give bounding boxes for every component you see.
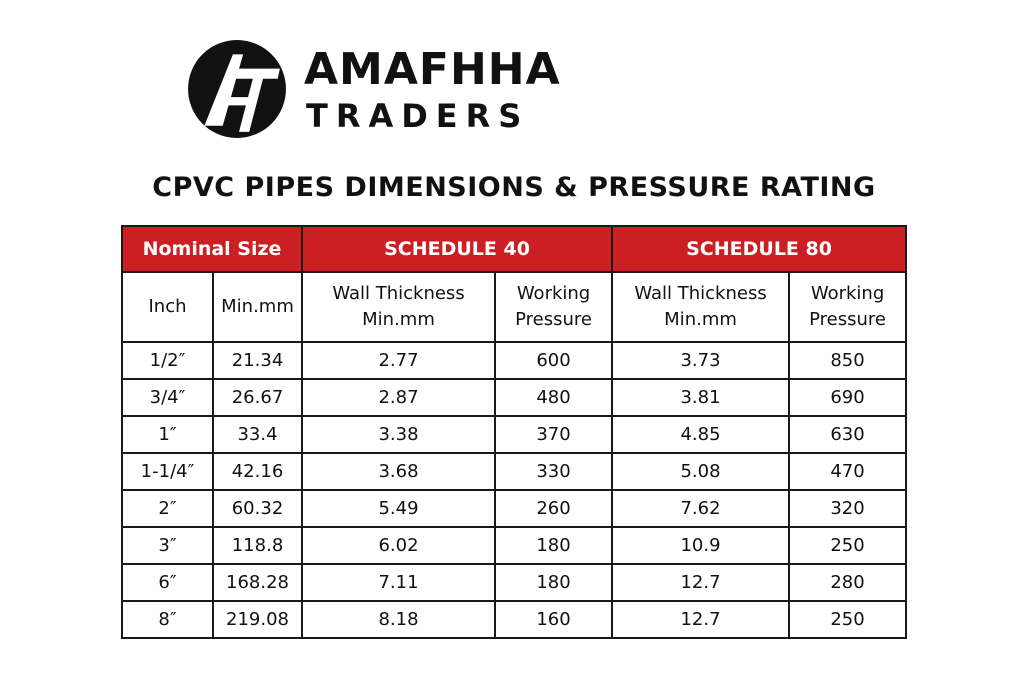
table-row: 1/2″ 21.34 2.77 600 3.73 850 [121, 341, 908, 380]
table-row: 3/4″ 26.67 2.87 480 3.81 690 [121, 378, 908, 417]
cell-s40-pressure: 160 [494, 600, 614, 639]
cell-s80-wall: 12.7 [611, 600, 791, 639]
cell-s80-pressure: 250 [788, 526, 908, 565]
pipe-spec-table: Nominal Size SCHEDULE 40 SCHEDULE 80 Inc… [120, 225, 908, 639]
table-row: 1-1/4″ 42.16 3.68 330 5.08 470 [121, 452, 908, 491]
cell-s40-wall: 8.18 [301, 600, 497, 639]
cell-min-mm: 219.08 [211, 600, 304, 639]
cell-s80-wall: 4.85 [611, 415, 791, 454]
cell-inch: 1-1/4″ [121, 452, 214, 491]
cell-s40-pressure: 480 [494, 378, 614, 417]
brand-name: AMAFHHA [304, 44, 561, 95]
cell-min-mm: 168.28 [211, 563, 304, 602]
cell-s80-wall: 7.62 [611, 489, 791, 528]
cell-s40-pressure: 600 [494, 341, 614, 380]
table-row: 8″ 219.08 8.18 160 12.7 250 [121, 600, 908, 639]
cell-s40-wall: 7.11 [301, 563, 497, 602]
cell-inch: 6″ [121, 563, 214, 602]
cell-min-mm: 42.16 [211, 452, 304, 491]
header-schedule-80: SCHEDULE 80 [611, 225, 908, 273]
cell-s40-pressure: 180 [494, 563, 614, 602]
page-title: CPVC PIPES DIMENSIONS & PRESSURE RATING [152, 172, 876, 203]
cell-inch: 2″ [121, 489, 214, 528]
cell-s80-wall: 12.7 [611, 563, 791, 602]
cell-min-mm: 21.34 [211, 341, 304, 380]
cell-s80-wall: 5.08 [611, 452, 791, 491]
brand-logo-icon [188, 40, 286, 138]
cell-s80-pressure: 470 [788, 452, 908, 491]
cell-min-mm: 118.8 [211, 526, 304, 565]
table-row: 3″ 118.8 6.02 180 10.9 250 [121, 526, 908, 565]
table-row: 1″ 33.4 3.38 370 4.85 630 [121, 415, 908, 454]
cell-s80-pressure: 280 [788, 563, 908, 602]
header-nominal-size: Nominal Size [120, 225, 304, 273]
cell-s40-wall: 3.68 [301, 452, 497, 491]
cell-s80-wall: 3.81 [611, 378, 791, 417]
cell-min-mm: 33.4 [211, 415, 304, 454]
cell-min-mm: 60.32 [211, 489, 304, 528]
cell-s80-pressure: 250 [788, 600, 908, 639]
table-row: 6″ 168.28 7.11 180 12.7 280 [121, 563, 908, 602]
cell-s40-wall: 6.02 [301, 526, 497, 565]
cell-s80-pressure: 630 [788, 415, 908, 454]
cell-s40-pressure: 260 [494, 489, 614, 528]
brand-subname: TRADERS [306, 97, 530, 135]
cell-inch: 8″ [121, 600, 214, 639]
cell-s80-wall: 10.9 [611, 526, 791, 565]
cell-inch: 1″ [121, 415, 214, 454]
table-row: 2″ 60.32 5.49 260 7.62 320 [121, 489, 908, 528]
cell-s40-wall: 3.38 [301, 415, 497, 454]
sub-header-row: Inch Min.mm Wall Thickness Min.mm Working… [121, 271, 908, 343]
group-header-row: Nominal Size SCHEDULE 40 SCHEDULE 80 [120, 225, 908, 273]
cell-s40-pressure: 330 [494, 452, 614, 491]
cell-s80-pressure: 320 [788, 489, 908, 528]
subheader-s80-wall-thickness: Wall Thickness Min.mm [611, 271, 791, 343]
subheader-s40-wall-thickness: Wall Thickness Min.mm [301, 271, 497, 343]
cell-s40-pressure: 370 [494, 415, 614, 454]
cell-s40-pressure: 180 [494, 526, 614, 565]
cell-s80-pressure: 690 [788, 378, 908, 417]
cell-s40-wall: 5.49 [301, 489, 497, 528]
cell-s40-wall: 2.87 [301, 378, 497, 417]
cell-inch: 1/2″ [121, 341, 214, 380]
cell-s40-wall: 2.77 [301, 341, 497, 380]
cell-inch: 3/4″ [121, 378, 214, 417]
cell-s80-wall: 3.73 [611, 341, 791, 380]
cell-min-mm: 26.67 [211, 378, 304, 417]
subheader-s80-working-pressure: Working Pressure [788, 271, 908, 343]
cell-inch: 3″ [121, 526, 214, 565]
header-schedule-40: SCHEDULE 40 [301, 225, 614, 273]
subheader-s40-working-pressure: Working Pressure [494, 271, 614, 343]
subheader-min-mm: Min.mm [211, 271, 304, 343]
subheader-inch: Inch [121, 271, 214, 343]
cell-s80-pressure: 850 [788, 341, 908, 380]
